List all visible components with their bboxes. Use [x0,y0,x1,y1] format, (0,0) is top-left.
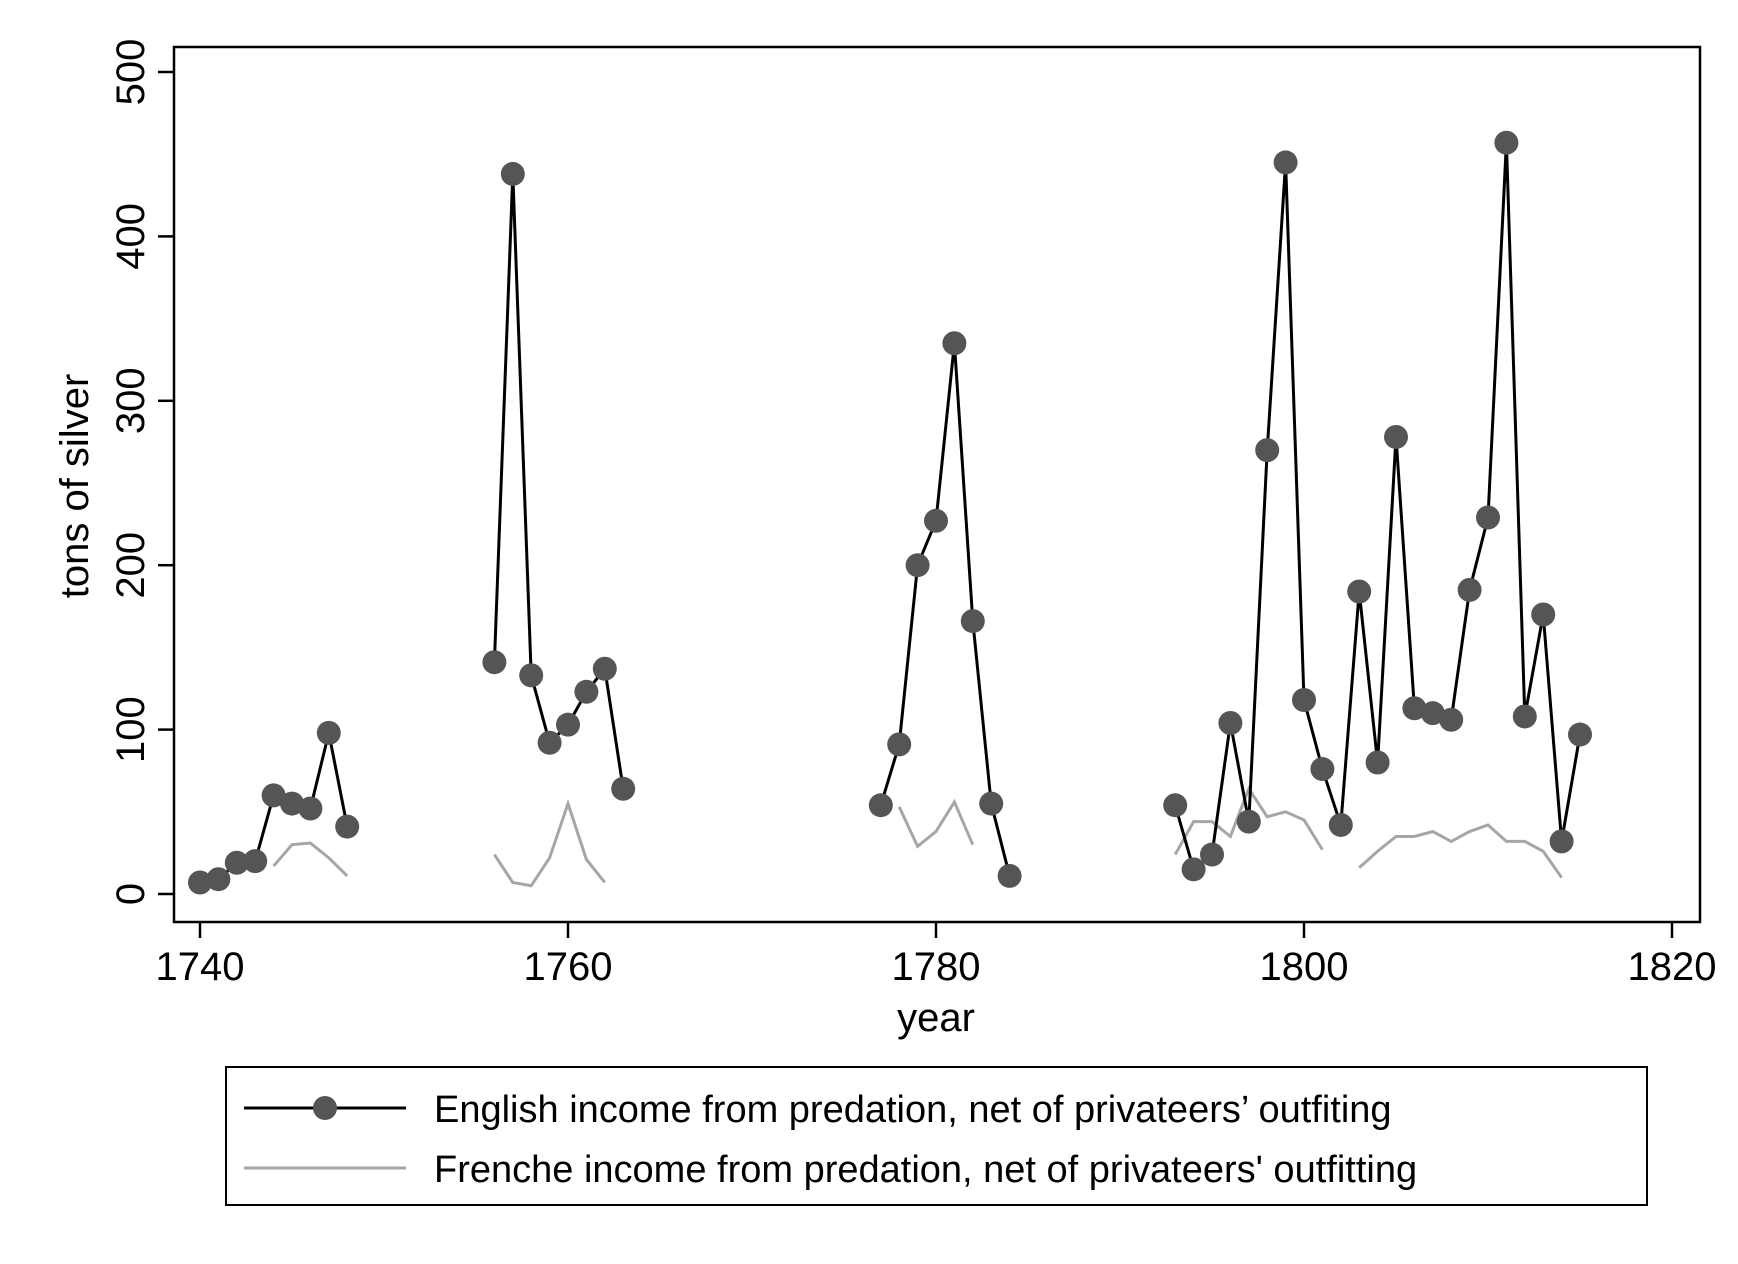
french-series-line [1358,823,1563,879]
english-data-point [1568,722,1592,747]
english-data-point [905,553,930,578]
english-data-point [243,849,268,874]
english-data-point [1384,424,1408,449]
english-data-point [519,663,544,688]
y-tick-label: 100 [109,696,153,763]
english-data-point [868,793,893,818]
english-data-point [1494,130,1519,155]
english-data-point [1347,579,1372,604]
x-tick-label: 1760 [524,945,613,989]
english-data-point [280,791,304,816]
english-data-point [482,650,507,675]
y-tick-label: 300 [109,367,153,434]
x-tick-label: 1740 [156,945,245,989]
english-data-point [942,331,967,356]
english-data-point [611,776,636,801]
english-data-point [1255,438,1280,463]
english-data-point [1476,505,1500,530]
english-data-point [1292,688,1316,713]
english-data-point [1512,704,1537,729]
series-layer [188,130,1592,895]
y-axis: 0 100 200 300 400 500 [109,39,174,905]
english-data-point [924,508,948,533]
legend-english-marker [313,1096,337,1120]
english-data-point [1218,711,1243,736]
english-data-point [1439,707,1464,732]
english-data-point [1402,696,1427,721]
english-data-point [316,720,341,745]
english-data-point [1420,701,1445,726]
english-data-point [298,796,323,821]
legend-box [225,1066,1648,1206]
french-series-line [493,798,606,888]
english-data-point [556,712,580,737]
french-series-line [272,841,349,877]
english-data-point [1328,812,1353,837]
x-axis: 1740 1760 1780 1800 1820 [156,922,1717,989]
x-tick-label: 1820 [1628,945,1717,989]
legend: English income from predation, net of pr… [225,1066,1648,1206]
english-data-point [500,161,525,186]
english-data-point [1181,857,1206,882]
y-tick-label: 500 [109,39,153,106]
english-data-point [1310,757,1335,782]
english-data-point [1457,577,1482,602]
english-data-point [1163,793,1188,818]
english-data-point [1200,842,1224,867]
y-tick-label: 400 [109,203,153,270]
english-data-point [261,783,286,808]
english-series-line [879,343,1012,877]
english-data-point [592,656,617,681]
y-tick-label: 200 [109,532,153,599]
legend-french-label: Frenche income from predation, net of pr… [434,1149,1417,1191]
english-data-point [960,609,985,634]
english-data-point [887,732,912,757]
x-axis-title: year [897,996,975,1040]
english-data-point [997,863,1022,888]
english-data-point [1236,809,1261,834]
english-data-point [1531,602,1556,627]
x-tick-label: 1780 [892,945,981,989]
english-data-point [224,850,249,875]
english-data-point [1365,750,1390,775]
english-data-point [206,867,231,892]
french-series-line [897,798,975,849]
english-data-point [1273,150,1298,175]
english-data-point [537,730,562,755]
y-axis-title: tons of silver [53,374,97,599]
legend-english-label: English income from predation, net of pr… [434,1089,1392,1131]
english-data-point [335,814,360,839]
plot-frame [172,45,1702,924]
english-data-point [979,791,1004,816]
english-data-point [574,679,599,704]
y-tick-label: 0 [109,883,153,905]
english-data-point [188,870,212,895]
english-data-point [1549,829,1574,854]
x-tick-label: 1800 [1260,945,1349,989]
french-series-line [1173,785,1324,856]
